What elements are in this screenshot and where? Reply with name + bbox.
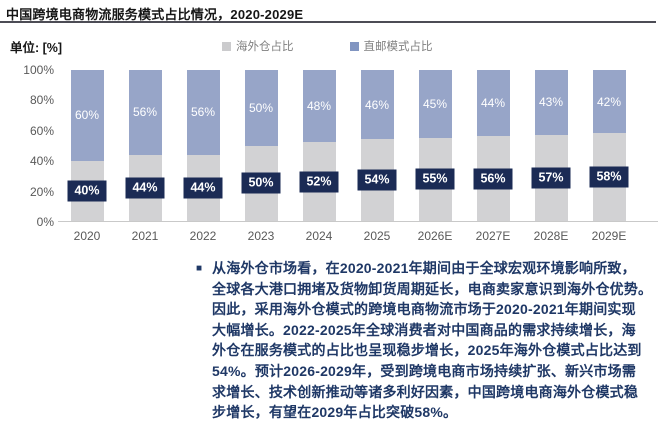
- direct-mail-value-label: 46%: [364, 97, 390, 112]
- stacked-bar-2027E: 44%: [476, 70, 510, 221]
- y-tick-40%: 40%: [29, 154, 54, 169]
- legend-swatch-icon: [349, 41, 359, 51]
- overseas-warehouse-value-label: 55%: [415, 168, 455, 190]
- x-tick-2027E: 2027E: [475, 229, 511, 243]
- x-tick-2022: 2022: [189, 229, 217, 243]
- direct-mail-value-label: 60%: [74, 108, 100, 123]
- x-axis: 2020 2021 2022 2023 2024 2025 2026E 2027E 2028E 2…: [58, 229, 638, 243]
- direct-mail-segment-2026E: 45%: [418, 70, 452, 138]
- y-tick-20%: 20%: [29, 184, 54, 199]
- stacked-bar-2023: 50%: [244, 70, 278, 221]
- direct-mail-segment-2022: 56%: [186, 70, 220, 155]
- stacked-bar-2026E: 45%: [418, 70, 452, 221]
- bar-slot-2028E: 43% 57%: [522, 70, 580, 221]
- legend-label: 海外仓占比: [236, 41, 294, 53]
- direct-mail-value-label: 50%: [248, 100, 274, 115]
- title-underline: [0, 21, 656, 23]
- direct-mail-value-label: 48%: [306, 99, 332, 114]
- x-tick-2020: 2020: [73, 229, 101, 243]
- plot-area: 60% 40% 56% 44% 56% 44% 50% 50% 48% 52% 46% 54% 45% 5…: [58, 70, 658, 222]
- x-tick-2028E: 2028E: [533, 229, 569, 243]
- y-tick-60%: 60%: [29, 123, 54, 138]
- overseas-warehouse-value-label: 52%: [299, 171, 339, 193]
- bar-slot-2022: 56% 44%: [174, 70, 232, 221]
- x-tick-2023: 2023: [247, 229, 275, 243]
- stacked-bar-2029E: 42%: [592, 70, 626, 221]
- direct-mail-segment-2025: 46%: [360, 70, 394, 140]
- stacked-bar-2025: 46%: [360, 70, 394, 221]
- overseas-warehouse-value-label: 40%: [67, 180, 107, 202]
- x-tick-2026E: 2026E: [417, 229, 453, 243]
- analysis-line-5: 外仓在服务模式的占比也呈现稳步增长，2025年海外仓模式占比达到: [212, 342, 642, 359]
- direct-mail-segment-2024: 48%: [302, 70, 336, 143]
- stacked-bar-2022: 56%: [186, 70, 220, 221]
- analysis-line-2: 全球各大港口拥堵及货物卸货周期延长，电商卖家意识到海外仓优势。: [212, 280, 653, 297]
- direct-mail-segment-2021: 56%: [128, 70, 162, 155]
- direct-mail-value-label: 56%: [190, 105, 216, 120]
- overseas-warehouse-value-label: 57%: [531, 167, 571, 189]
- overseas-warehouse-value-label: 50%: [241, 172, 281, 194]
- bars: 60% 40% 56% 44% 56% 44% 50% 50% 48% 52% 46% 54% 45% 5…: [58, 70, 638, 221]
- direct-mail-value-label: 45%: [422, 96, 448, 111]
- bar-slot-2024: 48% 52%: [290, 70, 348, 221]
- legend: 海外仓占比 直邮模式占比: [222, 38, 433, 54]
- overseas-warehouse-value-label: 58%: [589, 166, 629, 188]
- direct-mail-value-label: 42%: [596, 94, 622, 109]
- bar-slot-2023: 50% 50%: [232, 70, 290, 221]
- legend-swatch-icon: [222, 41, 231, 51]
- analysis-line-8: 步增长，有望在2029年占比突破58%。: [212, 404, 458, 421]
- analysis-line-4: 大幅增长。2022-2025年全球消费者对中国商品的需求持续增长，海: [212, 321, 636, 338]
- analysis-line-7: 求增长、技术创新推动等诸多利好因素，中国跨境电商海外仓模式稳: [212, 383, 639, 400]
- bar-slot-2021: 56% 44%: [116, 70, 174, 221]
- analysis-line-1: 从海外仓市场看，在2020-2021年期间由于全球宏观环境影响所致，: [212, 260, 636, 276]
- legend-item-overseas-warehouse: 海外仓占比: [222, 38, 294, 54]
- legend-item-direct-mail: 直邮模式占比: [349, 38, 433, 54]
- y-axis: 0% 20% 40% 60% 80% 100%: [0, 64, 54, 228]
- x-tick-2025: 2025: [363, 229, 391, 243]
- y-tick-0%: 0%: [36, 215, 54, 229]
- direct-mail-segment-2028E: 43%: [534, 70, 568, 135]
- overseas-warehouse-value-label: 56%: [473, 168, 513, 190]
- bar-slot-2027E: 44% 56%: [464, 70, 522, 221]
- direct-mail-segment-2029E: 42%: [592, 70, 626, 134]
- x-tick-2024: 2024: [305, 229, 333, 243]
- overseas-warehouse-value-label: 44%: [183, 177, 223, 199]
- x-tick-2021: 2021: [131, 229, 159, 243]
- direct-mail-value-label: 44%: [480, 96, 506, 111]
- analysis-line-6: 54%。预计2026-2029年，受到跨境电商市场持续扩张、新兴市场需: [212, 362, 637, 379]
- overseas-warehouse-value-label: 44%: [125, 177, 165, 199]
- bullet-square-icon: ■: [196, 263, 203, 274]
- chart-title: 中国跨境电商物流服务模式占比情况，2020-2029E: [6, 7, 304, 22]
- legend-label: 直邮模式占比: [363, 41, 433, 53]
- analysis-block: ■ 从海外仓市场看，在2020-2021年期间由于全球宏观环境影响所致， 全球各大…: [196, 258, 671, 423]
- direct-mail-segment-2023: 50%: [244, 70, 278, 146]
- x-tick-2029E: 2029E: [591, 229, 627, 243]
- unit-label: 单位: [%]: [10, 41, 63, 55]
- bar-slot-2026E: 45% 55%: [406, 70, 464, 221]
- direct-mail-value-label: 43%: [538, 95, 564, 110]
- bar-slot-2025: 46% 54%: [348, 70, 406, 221]
- stacked-bar-2028E: 43%: [534, 70, 568, 221]
- y-tick-80%: 80%: [29, 93, 54, 108]
- direct-mail-segment-2027E: 44%: [476, 70, 510, 137]
- overseas-warehouse-value-label: 54%: [357, 169, 397, 191]
- stacked-bar-2024: 48%: [302, 70, 336, 221]
- bar-slot-2029E: 42% 58%: [580, 70, 638, 221]
- y-tick-100%: 100%: [23, 63, 54, 77]
- direct-mail-value-label: 56%: [132, 105, 158, 120]
- analysis-line-3: 因此，采用海外仓模式的跨境电商物流市场于2020-2021年期间实现: [212, 301, 636, 318]
- direct-mail-segment-2020: 60%: [70, 70, 104, 161]
- analysis-lines: 从海外仓市场看，在2020-2021年期间由于全球宏观环境影响所致， 全球各大港口…: [212, 258, 652, 423]
- bar-slot-2020: 60% 40%: [58, 70, 116, 221]
- stacked-bar-2021: 56%: [128, 70, 162, 221]
